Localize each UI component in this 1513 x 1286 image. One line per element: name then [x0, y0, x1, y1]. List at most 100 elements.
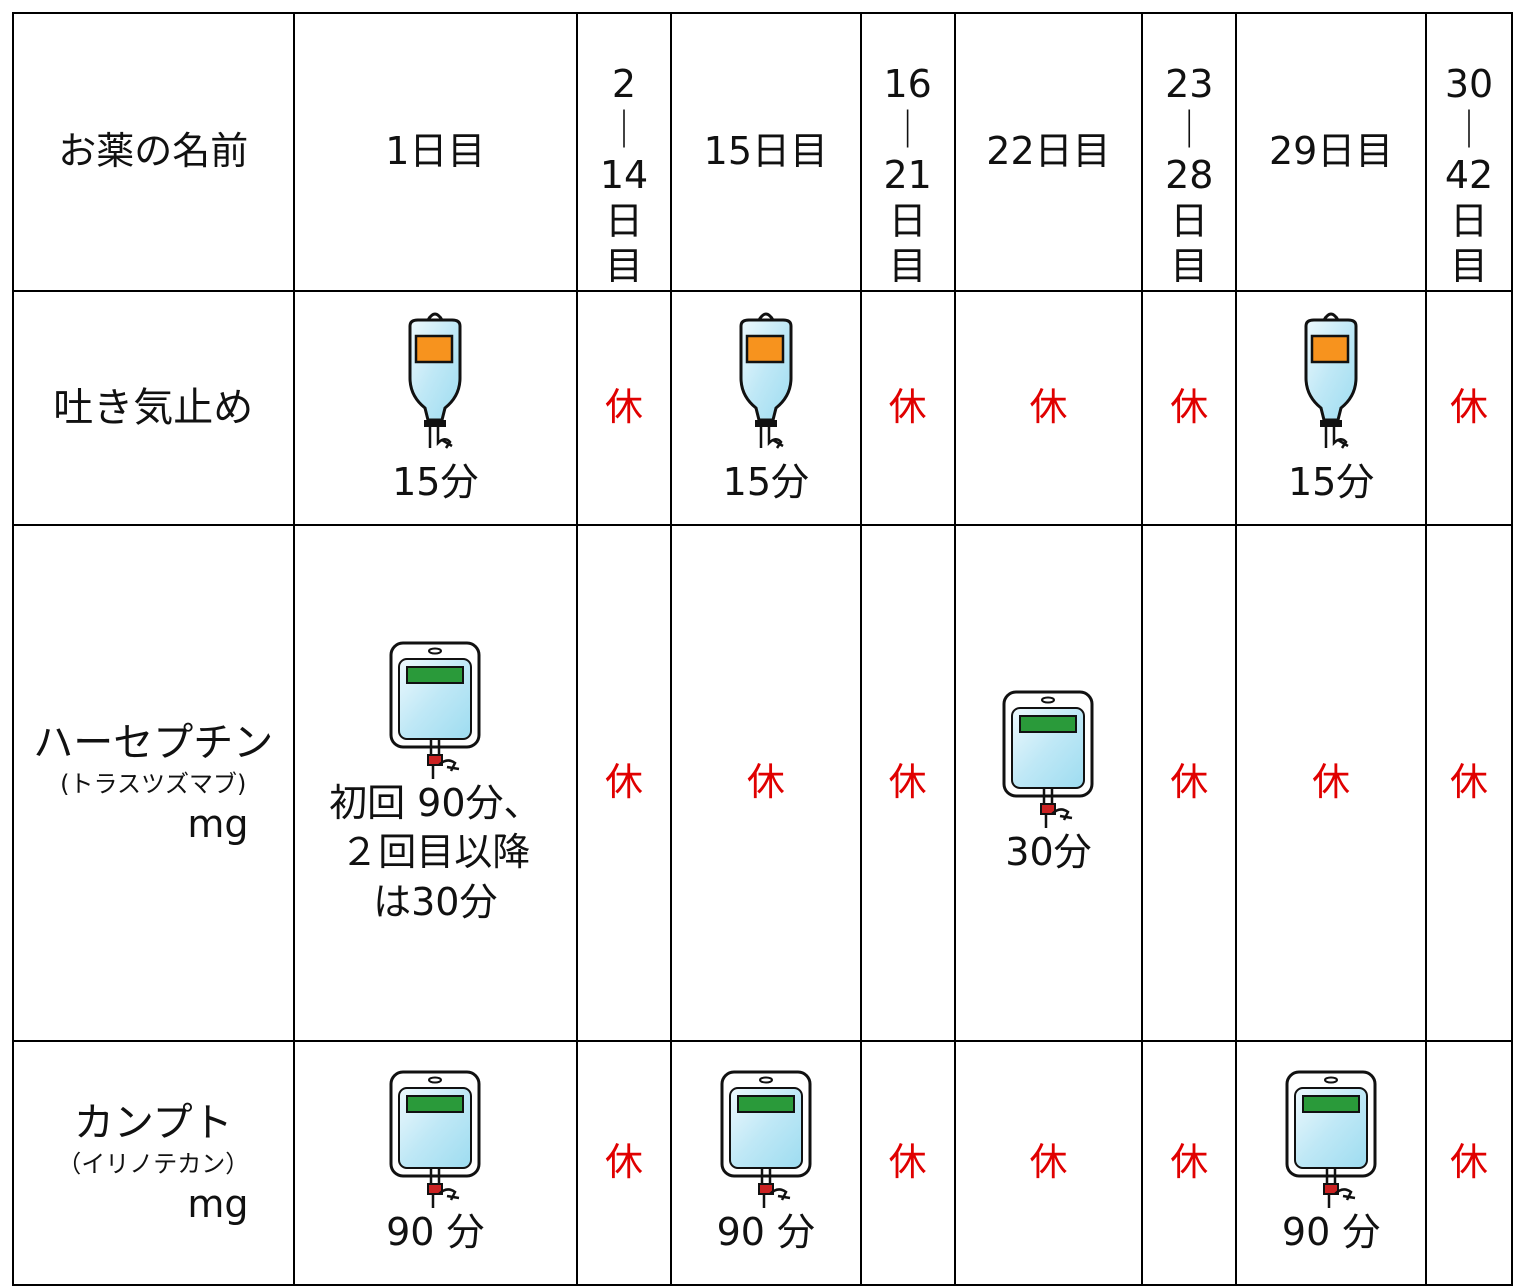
drip-bottle-icon	[1286, 308, 1376, 458]
infusion-cell: 15分	[292, 290, 579, 526]
drip-bottle-icon	[721, 308, 811, 458]
rest-mark: 休	[1029, 1140, 1068, 1185]
infusion-cell: 初回 90分、 ２回目以降 は30分	[292, 524, 579, 1042]
header-text: 21	[883, 153, 932, 198]
header-cell: 30 ｜ 42 日目	[1425, 12, 1513, 292]
infusion-time: は30分	[373, 879, 498, 924]
header-cell: 1日目	[292, 12, 579, 292]
header-text: 目	[605, 244, 644, 289]
header-text: 23	[1165, 62, 1214, 107]
rest-mark: 休	[888, 385, 927, 430]
rest-cell: 休	[859, 290, 956, 526]
drug-row: ハーセプチン (トラスツズマブ) mg 初回 90分、 ２回目以降 は30分 休 休 休 30分 休…	[12, 524, 1513, 1042]
infusion-time: 30分	[1005, 830, 1092, 875]
header-text: 29日目	[1268, 129, 1394, 174]
drug-name: mg	[187, 1181, 249, 1226]
drip-bag-icon	[716, 1068, 816, 1208]
header-text: ｜	[1170, 107, 1209, 152]
rest-cell: 休	[576, 1040, 672, 1286]
drug-name-cell: カンプト （イリノテカン） mg	[12, 1040, 295, 1286]
rest-cell: 休	[953, 290, 1144, 526]
header-text: 42	[1444, 153, 1494, 198]
rest-cell: 休	[1141, 290, 1238, 526]
header-text: 目	[888, 244, 927, 289]
rest-mark: 休	[1029, 385, 1068, 430]
rest-mark: 休	[1312, 760, 1351, 805]
rest-cell: 休	[859, 524, 956, 1042]
header-cell: お薬の名前	[12, 12, 295, 292]
header-text: 15日目	[703, 129, 829, 174]
infusion-cell: 90 分	[1235, 1040, 1427, 1286]
infusion-cell: 90 分	[292, 1040, 579, 1286]
header-text: 1日目	[385, 129, 486, 174]
header-text: 日	[888, 198, 927, 243]
infusion-cell: 15分	[1235, 290, 1427, 526]
header-text: 目	[1449, 244, 1488, 289]
header-text: ｜	[1449, 107, 1488, 152]
drug-name: （イリノテカン）	[57, 1149, 250, 1178]
header-text: 目	[1170, 244, 1209, 289]
header-text: ｜	[605, 107, 644, 152]
drug-name-cell: ハーセプチン (トラスツズマブ) mg	[12, 524, 295, 1042]
drip-bag-icon	[385, 1068, 485, 1208]
rest-cell: 休	[1141, 1040, 1238, 1286]
header-text: 日	[1449, 198, 1488, 243]
drip-bag-icon	[998, 688, 1098, 828]
header-text: 22日目	[986, 129, 1111, 174]
rest-cell: 休	[669, 524, 862, 1042]
rest-cell: 休	[1141, 524, 1238, 1042]
header-text: 日	[605, 198, 644, 243]
infusion-time: 初回 90分、	[329, 780, 542, 825]
infusion-time: ２回目以降	[340, 830, 531, 875]
schedule-table: お薬の名前 1日目 2 ｜ 14 日目 15日目 16 ｜ 21 日目 22日目 23 ｜ 28 日目 29日目…	[12, 12, 1513, 1286]
rest-mark: 休	[605, 760, 644, 805]
header-cell: 16 ｜ 21 日目	[859, 12, 956, 292]
rest-mark: 休	[1170, 760, 1209, 805]
infusion-time: 15分	[722, 460, 810, 505]
infusion-time: 90 分	[386, 1210, 485, 1255]
rest-mark: 休	[1170, 385, 1209, 430]
drip-bag-icon	[1281, 1068, 1381, 1208]
infusion-cell: 90 分	[669, 1040, 862, 1286]
drug-name: mg	[187, 801, 249, 846]
header-cell: 29日目	[1235, 12, 1427, 292]
rest-mark: 休	[605, 385, 644, 430]
header-text: 28	[1165, 153, 1214, 198]
header-text: 14	[599, 153, 649, 198]
drug-row: カンプト （イリノテカン） mg 90 分 休 90 分 休 休 休 90 分 休	[12, 1040, 1513, 1286]
rest-cell: 休	[953, 1040, 1144, 1286]
header-text: 日	[1170, 198, 1209, 243]
header-text: 2	[611, 62, 637, 107]
rest-cell: 休	[1425, 1040, 1513, 1286]
header-text: ｜	[888, 107, 927, 152]
rest-mark: 休	[888, 760, 927, 805]
infusion-time: 90 分	[1281, 1210, 1381, 1255]
drug-name: カンプト	[73, 1099, 233, 1146]
infusion-time: 15分	[1287, 460, 1375, 505]
drip-bag-icon	[385, 639, 485, 779]
rest-cell: 休	[859, 1040, 956, 1286]
rest-cell: 休	[576, 524, 672, 1042]
infusion-cell: 30分	[953, 524, 1144, 1042]
header-row: お薬の名前 1日目 2 ｜ 14 日目 15日目 16 ｜ 21 日目 22日目 23 ｜ 28 日目 29日目…	[12, 12, 1513, 292]
rest-cell: 休	[576, 290, 672, 526]
rest-cell: 休	[1235, 524, 1427, 1042]
infusion-time: 90 分	[716, 1210, 816, 1255]
drug-name: ハーセプチン	[33, 719, 274, 766]
rest-mark: 休	[1170, 1140, 1209, 1185]
infusion-time: 15分	[392, 460, 479, 505]
drip-bottle-icon	[390, 308, 480, 458]
header-cell: 23 ｜ 28 日目	[1141, 12, 1238, 292]
header-cell: 2 ｜ 14 日目	[576, 12, 672, 292]
rest-mark: 休	[1449, 1140, 1488, 1185]
drug-name: 吐き気止め	[53, 385, 254, 431]
header-text: 30	[1444, 62, 1494, 107]
rest-mark: 休	[1449, 385, 1488, 430]
rest-mark: 休	[888, 1140, 927, 1185]
header-cell: 15日目	[669, 12, 862, 292]
rest-mark: 休	[605, 1140, 644, 1185]
drug-row: 吐き気止め 15分 休 15分 休 休 休 15分 休	[12, 290, 1513, 526]
header-text: お薬の名前	[58, 129, 249, 174]
rest-mark: 休	[1449, 760, 1488, 805]
